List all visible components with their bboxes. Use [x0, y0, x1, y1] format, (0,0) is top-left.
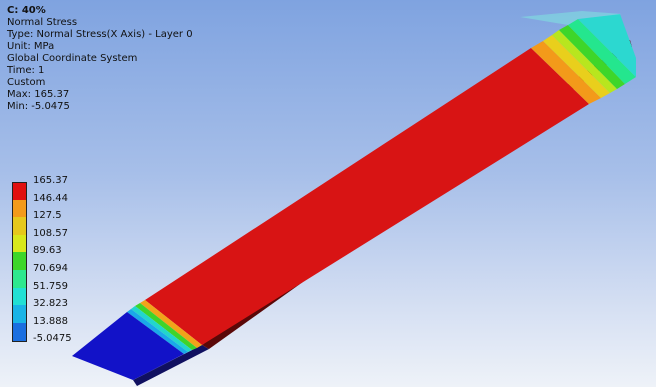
result-details: C: 40% Normal Stress Type: Normal Stress… — [7, 5, 193, 113]
coordinate-system: Global Coordinate System — [7, 53, 138, 64]
legend-label: 165.37 — [33, 175, 68, 186]
legend-label: 32.823 — [33, 298, 68, 310]
scale-mode: Custom — [7, 77, 46, 88]
max-value: Max: 165.37 — [7, 89, 70, 100]
legend-label: 51.759 — [33, 280, 68, 292]
legend-swatch — [12, 322, 27, 342]
result-name: Normal Stress — [7, 17, 78, 28]
result-title: C: 40% — [7, 5, 46, 16]
right-band-orange — [531, 41, 601, 104]
min-stress-region — [72, 312, 184, 380]
specimen-body — [145, 48, 589, 345]
legend-label: 13.888 — [33, 315, 68, 327]
specimen-edge — [133, 345, 209, 386]
left-band-orange — [140, 300, 202, 348]
right-end-top — [520, 11, 622, 25]
min-value: Min: -5.0475 — [7, 101, 70, 112]
right-band-yellow — [543, 35, 610, 98]
right-end-cyan — [578, 14, 636, 77]
legend-label: 70.694 — [33, 262, 68, 274]
right-band-lime — [552, 30, 617, 93]
left-band-cyan — [131, 306, 192, 352]
result-unit: Unit: MPa — [7, 41, 55, 52]
legend-swatch — [12, 252, 27, 271]
legend-swatch — [12, 182, 27, 201]
legend-swatch — [12, 269, 27, 288]
legend-swatch — [12, 199, 27, 218]
legend-label: 108.57 — [33, 227, 68, 239]
right-band-teal — [568, 19, 636, 84]
result-time: Time: 1 — [7, 65, 45, 76]
legend-label: 89.63 — [33, 245, 62, 257]
legend-label: -5.0475 — [33, 333, 72, 345]
left-band-green — [135, 303, 197, 350]
legend-swatch — [12, 305, 27, 324]
legend-swatch — [12, 217, 27, 236]
legend-swatch — [12, 234, 27, 253]
legend-label: 127.5 — [33, 210, 62, 222]
legend-swatch — [12, 287, 27, 306]
right-band-green — [559, 25, 625, 89]
legend-label: 146.44 — [33, 192, 68, 204]
left-band-lightblue — [127, 309, 188, 354]
result-type: Type: Normal Stress(X Axis) - Layer 0 — [7, 29, 193, 40]
